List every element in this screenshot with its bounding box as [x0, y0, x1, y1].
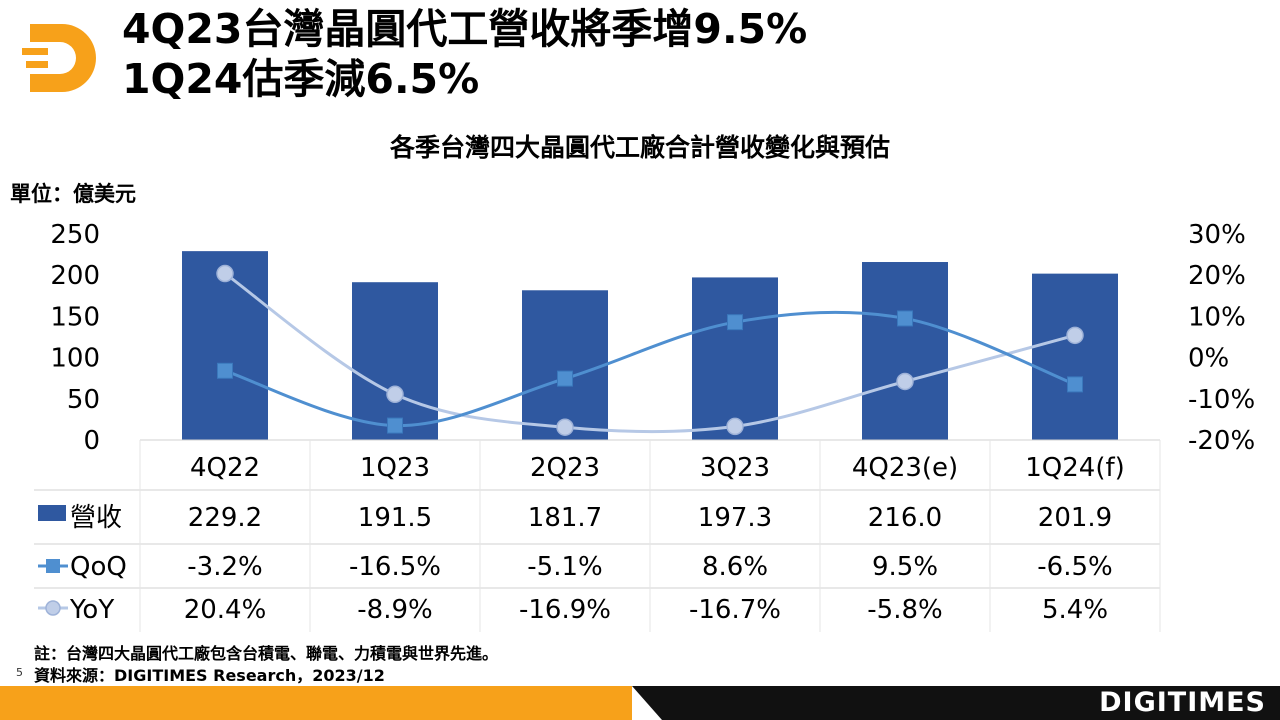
unit-label: 單位：億美元	[10, 182, 136, 206]
line-yoy	[224, 272, 1076, 434]
data-table-value: -8.9%	[357, 595, 432, 625]
y2-tick-label: -10%	[1188, 385, 1255, 415]
y2-tick-label: 20%	[1188, 261, 1246, 291]
source-note: 資料來源：DIGITIMES Research，2023/12	[34, 666, 385, 685]
bar-revenue	[862, 262, 948, 440]
data-table-value: -16.5%	[349, 552, 441, 582]
y2-tick-label: 30%	[1188, 220, 1246, 250]
marker-yoy	[896, 372, 914, 391]
y-tick-label: 100	[50, 344, 100, 374]
marker-qoq	[217, 362, 233, 379]
bar-revenue	[1032, 273, 1118, 440]
data-table-value: 181.7	[528, 503, 602, 533]
marker-qoq	[1067, 376, 1083, 393]
data-table-value: 20.4%	[184, 595, 267, 625]
marker-qoq	[727, 314, 743, 331]
y-tick-label: 150	[50, 302, 100, 332]
data-table-value: 197.3	[698, 503, 772, 533]
data-table-value: -5.1%	[527, 552, 602, 582]
bar-revenue	[522, 290, 608, 440]
data-table-value: -16.7%	[689, 595, 781, 625]
x-tick-label: 1Q23	[360, 453, 430, 483]
data-table-value: 8.6%	[702, 552, 768, 582]
data-table-value: -5.8%	[867, 595, 942, 625]
bar-revenue	[182, 251, 268, 440]
x-tick-label: 3Q23	[700, 453, 770, 483]
data-table-value: 201.9	[1038, 503, 1112, 533]
bar-revenue	[352, 282, 438, 440]
x-tick-label: 1Q24(f)	[1025, 453, 1125, 483]
y-tick-label: 200	[50, 261, 100, 291]
y-tick-label: 0	[83, 426, 100, 456]
data-table-value: 191.5	[358, 503, 432, 533]
y2-tick-label: 10%	[1188, 302, 1246, 332]
data-table-value: 9.5%	[872, 552, 938, 582]
marker-qoq	[387, 417, 403, 434]
marker-yoy	[1066, 326, 1084, 345]
brand-logo-text: DIGITIMES	[1099, 687, 1266, 718]
page-number: 5	[16, 666, 23, 679]
data-table-value: 5.4%	[1042, 595, 1108, 625]
title-line-1: 4Q23台灣晶圓代工營收將季增9.5%	[122, 5, 808, 53]
footer-bar	[0, 686, 1280, 720]
y-tick-label: 50	[67, 385, 100, 415]
marker-yoy	[726, 417, 744, 436]
y2-tick-label: -20%	[1188, 426, 1255, 456]
page-title: 4Q23台灣晶圓代工營收將季增9.5% 1Q24估季減6.5%	[122, 4, 807, 104]
title-line-2: 1Q24估季減6.5%	[122, 55, 480, 103]
legend-label-revenue: 營收	[70, 503, 122, 533]
x-tick-label: 4Q23(e)	[852, 453, 958, 483]
legend-label-yoy: YoY	[69, 595, 114, 625]
digitimes-logo-icon	[22, 24, 96, 92]
marker-qoq	[897, 310, 913, 327]
y2-tick-label: 0%	[1188, 344, 1229, 374]
legend-label-qoq: QoQ	[70, 552, 127, 582]
marker-yoy	[216, 264, 234, 283]
legend-key-revenue	[38, 505, 66, 521]
legend-key-qoq-marker	[46, 559, 60, 573]
x-tick-label: 4Q22	[190, 453, 260, 483]
chart-title: 各季台灣四大晶圓代工廠合計營收變化與預估	[389, 133, 890, 162]
footnote: 註：台灣四大晶圓代工廠包含台積電、聯電、力積電與世界先進。	[34, 644, 499, 663]
data-table-value: -6.5%	[1037, 552, 1112, 582]
legend-key-yoy-marker	[45, 600, 61, 616]
line-qoq	[224, 310, 1076, 428]
bar-revenue	[692, 277, 778, 440]
data-table-value: -16.9%	[519, 595, 611, 625]
marker-qoq	[557, 370, 573, 387]
data-table-value: 216.0	[868, 503, 942, 533]
y-tick-label: 250	[50, 220, 100, 250]
marker-yoy	[386, 385, 404, 404]
marker-yoy	[556, 418, 574, 436]
x-tick-label: 2Q23	[530, 453, 600, 483]
data-table-value: -3.2%	[187, 552, 262, 582]
data-table-value: 229.2	[188, 503, 262, 533]
